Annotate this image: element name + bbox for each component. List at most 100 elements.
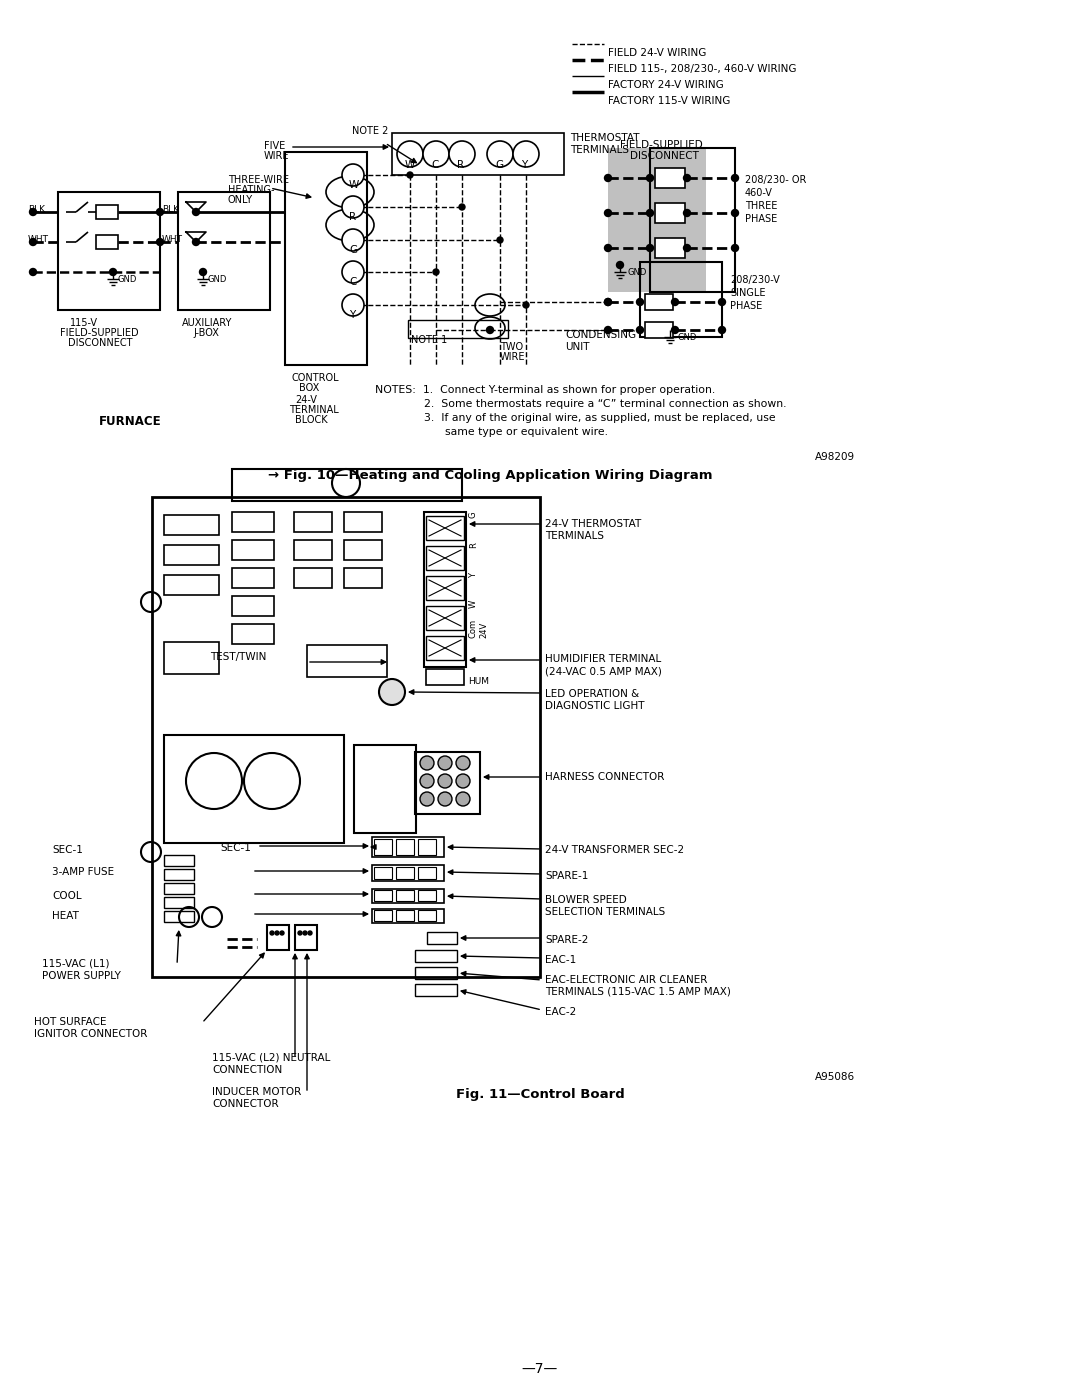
Bar xyxy=(267,925,289,950)
Text: 24-V: 24-V xyxy=(295,395,316,405)
Text: FIELD 24-V WIRING: FIELD 24-V WIRING xyxy=(608,47,706,59)
Bar xyxy=(654,237,685,258)
Bar xyxy=(392,133,564,175)
Bar xyxy=(426,515,464,541)
Text: BLOCK: BLOCK xyxy=(295,415,327,425)
Circle shape xyxy=(731,175,739,182)
Bar xyxy=(164,545,219,564)
Bar xyxy=(164,869,194,880)
Text: CONNECTION: CONNECTION xyxy=(212,1065,282,1076)
Circle shape xyxy=(449,141,475,168)
Text: DIAGNOSTIC LIGHT: DIAGNOSTIC LIGHT xyxy=(545,701,645,711)
Circle shape xyxy=(438,774,453,788)
Bar xyxy=(608,148,706,292)
Bar xyxy=(426,636,464,659)
Circle shape xyxy=(513,141,539,168)
Text: C: C xyxy=(349,277,356,286)
Circle shape xyxy=(342,261,364,284)
Text: 208/230-V: 208/230-V xyxy=(730,275,780,285)
Circle shape xyxy=(456,774,470,788)
Bar xyxy=(396,840,414,855)
Circle shape xyxy=(672,299,678,306)
Bar xyxy=(307,645,387,678)
Circle shape xyxy=(605,299,611,306)
Bar xyxy=(372,909,444,923)
Text: ONLY: ONLY xyxy=(228,196,253,205)
Bar xyxy=(426,576,464,599)
Text: → Fig. 10—Heating and Cooling Application Wiring Diagram: → Fig. 10—Heating and Cooling Applicatio… xyxy=(268,469,713,482)
Circle shape xyxy=(497,237,503,243)
Bar xyxy=(418,909,436,921)
Circle shape xyxy=(342,163,364,186)
Circle shape xyxy=(29,208,37,215)
Text: FURNACE: FURNACE xyxy=(98,415,161,427)
Text: 24-V THERMOSTAT: 24-V THERMOSTAT xyxy=(545,520,642,529)
Text: —7—: —7— xyxy=(522,1362,558,1376)
Circle shape xyxy=(523,302,529,307)
Circle shape xyxy=(605,210,611,217)
Circle shape xyxy=(407,172,413,177)
Bar xyxy=(396,909,414,921)
Text: PHASE: PHASE xyxy=(745,214,778,224)
Circle shape xyxy=(420,756,434,770)
Text: HARNESS CONNECTOR: HARNESS CONNECTOR xyxy=(545,773,664,782)
Bar xyxy=(374,890,392,901)
Text: FIELD-SUPPLIED: FIELD-SUPPLIED xyxy=(60,328,138,338)
Text: THERMOSTAT: THERMOSTAT xyxy=(570,133,639,142)
Bar xyxy=(164,576,219,595)
Circle shape xyxy=(731,244,739,251)
Text: J-BOX: J-BOX xyxy=(193,328,219,338)
Bar xyxy=(654,168,685,189)
Circle shape xyxy=(718,299,726,306)
Circle shape xyxy=(731,210,739,217)
Text: SPARE-2: SPARE-2 xyxy=(545,935,589,944)
Text: BLK: BLK xyxy=(28,204,45,214)
Circle shape xyxy=(29,268,37,275)
Bar xyxy=(345,569,382,588)
Bar xyxy=(372,888,444,902)
Text: UNIT: UNIT xyxy=(565,342,590,352)
Text: Fig. 11—Control Board: Fig. 11—Control Board xyxy=(456,1088,624,1101)
Circle shape xyxy=(487,141,513,168)
Bar xyxy=(285,152,367,365)
Circle shape xyxy=(397,141,423,168)
Bar xyxy=(294,511,332,532)
Text: WHT: WHT xyxy=(162,235,183,243)
Bar xyxy=(424,511,465,666)
Bar xyxy=(396,868,414,879)
Bar xyxy=(418,890,436,901)
Text: 460-V: 460-V xyxy=(745,189,773,198)
Text: 208/230- OR: 208/230- OR xyxy=(745,175,807,184)
Text: A98209: A98209 xyxy=(815,453,855,462)
Text: SINGLE: SINGLE xyxy=(730,288,766,298)
Bar xyxy=(152,497,540,977)
Bar xyxy=(345,511,382,532)
Circle shape xyxy=(459,204,465,210)
Text: THREE-WIRE: THREE-WIRE xyxy=(228,175,289,184)
Text: Y: Y xyxy=(469,573,478,578)
Text: R: R xyxy=(469,542,478,548)
Bar xyxy=(96,235,118,249)
Circle shape xyxy=(379,679,405,705)
Text: WIRE: WIRE xyxy=(500,352,526,362)
Text: IGNITOR CONNECTOR: IGNITOR CONNECTOR xyxy=(33,1030,147,1039)
Text: SPARE-1: SPARE-1 xyxy=(545,870,589,882)
Text: TWO: TWO xyxy=(500,342,523,352)
Bar xyxy=(408,320,508,338)
Circle shape xyxy=(29,239,37,246)
Text: Com
24V: Com 24V xyxy=(469,619,488,638)
Bar xyxy=(426,606,464,630)
Text: HUMIDIFIER TERMINAL: HUMIDIFIER TERMINAL xyxy=(545,654,661,664)
Bar xyxy=(164,911,194,922)
Text: BLOWER SPEED: BLOWER SPEED xyxy=(545,895,626,905)
Circle shape xyxy=(192,208,200,215)
Bar xyxy=(164,855,194,866)
Circle shape xyxy=(486,327,494,334)
Bar xyxy=(354,745,416,833)
Bar xyxy=(164,515,219,535)
Bar xyxy=(426,546,464,570)
Circle shape xyxy=(438,792,453,806)
Circle shape xyxy=(647,175,653,182)
Text: FIELD-SUPPLIED: FIELD-SUPPLIED xyxy=(620,140,703,149)
Circle shape xyxy=(420,774,434,788)
